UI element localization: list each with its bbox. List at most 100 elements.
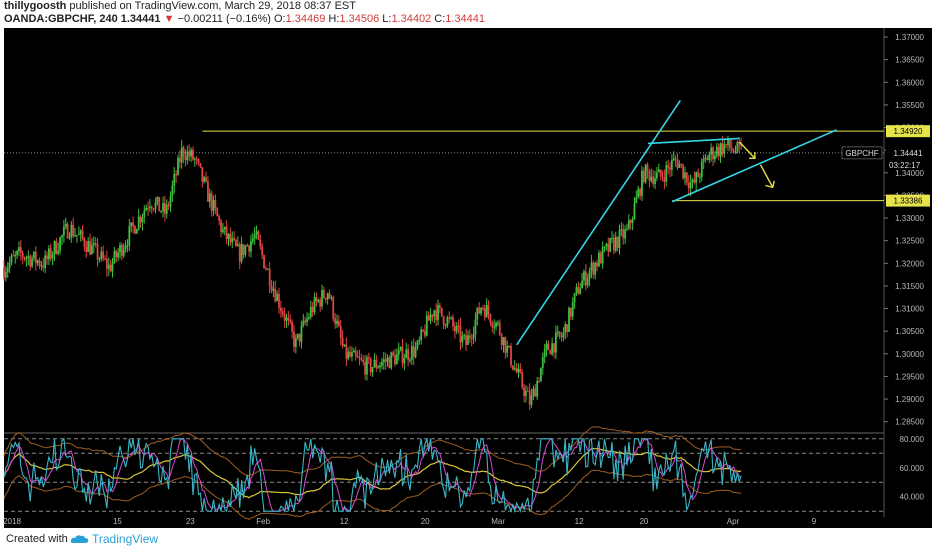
candle-body: [210, 193, 213, 211]
candle-body: [178, 157, 181, 163]
candle-body: [483, 307, 486, 318]
candle-body: [577, 286, 580, 294]
candle-body: [171, 185, 174, 197]
candle-body: [691, 179, 694, 183]
chart-canvas[interactable]: 1.370001.365001.360001.355001.350001.345…: [0, 24, 932, 528]
candle-body: [629, 220, 632, 224]
candle-body: [571, 302, 574, 317]
candle-body: [31, 258, 33, 267]
price-tick-label: 1.28500: [895, 418, 924, 427]
candle-body: [354, 350, 357, 356]
candle-body: [137, 216, 140, 230]
candle-body: [648, 171, 651, 181]
candle-body: [152, 208, 155, 210]
candle-body: [704, 157, 707, 159]
candle-body: [384, 359, 387, 362]
candle-body: [165, 204, 168, 214]
candle-body: [296, 333, 299, 339]
trendline-flag-top[interactable]: [647, 137, 740, 145]
time-axis[interactable]: [4, 517, 932, 528]
candle-body: [19, 247, 22, 254]
candle-body: [472, 334, 475, 339]
close-value: 1.34441: [445, 13, 486, 25]
candle-body: [122, 249, 125, 256]
candle-body: [293, 331, 295, 347]
candle-body: [23, 257, 26, 260]
candle-body: [622, 229, 625, 239]
candle-body: [381, 362, 383, 366]
candle-body: [25, 257, 28, 260]
price-pane[interactable]: [4, 28, 884, 433]
candle-body: [644, 164, 647, 182]
author-name[interactable]: thillygoosth: [4, 0, 67, 12]
symbol-name: OANDA:GBPCHF, 240: [4, 13, 118, 25]
candle-body: [425, 315, 428, 336]
price-tick-label: 1.29500: [895, 372, 924, 381]
symbol-line: OANDA:GBPCHF, 240 1.34441 ▼ −0.00211 (−0…: [4, 13, 485, 25]
price-axis[interactable]: [884, 28, 932, 517]
low-label: L:: [382, 13, 392, 25]
time-tick-label: 20: [421, 517, 430, 526]
candle-body: [141, 217, 144, 223]
candle-body: [364, 361, 366, 375]
candle-body: [343, 344, 346, 347]
candle-body: [111, 262, 114, 272]
candle-body: [395, 354, 398, 365]
candle-body: [543, 349, 546, 358]
candle-body: [167, 204, 170, 207]
candle-body: [257, 231, 260, 240]
candle-body: [47, 248, 50, 260]
candle-body: [452, 317, 454, 327]
candle-body: [227, 233, 230, 239]
candle-body: [42, 265, 45, 268]
candle-body: [77, 233, 80, 235]
candle-body: [669, 167, 671, 170]
candle-body: [496, 322, 499, 324]
candle-body: [521, 372, 524, 388]
candle-body: [115, 250, 118, 258]
candle-body: [641, 170, 643, 196]
candle-body: [697, 172, 699, 178]
candle-body: [38, 260, 41, 266]
tradingview-brand[interactable]: TradingView: [92, 532, 159, 546]
trendline-up-channel[interactable]: [516, 99, 682, 346]
candle-body: [575, 286, 578, 294]
candle-body: [315, 297, 318, 302]
candle-body: [83, 238, 86, 247]
time-tick-label: Apr: [727, 517, 740, 526]
candle-body: [270, 286, 273, 291]
candle-body: [407, 349, 409, 360]
candle-body: [579, 288, 582, 294]
price-tick-label: 1.30500: [895, 327, 924, 336]
candle-body: [193, 158, 196, 160]
candle-body: [545, 343, 548, 350]
candle-body: [708, 154, 711, 161]
candle-body: [612, 237, 615, 251]
time-tick-label: Feb: [256, 517, 270, 526]
candle-body: [212, 199, 215, 211]
published-info: published on TradingView.com, March 29, …: [69, 0, 356, 12]
candle-body: [609, 238, 612, 252]
candle-body: [553, 343, 555, 353]
candle-body: [450, 317, 453, 319]
candle-body: [470, 338, 473, 340]
candle-body: [468, 335, 471, 339]
candle-body: [6, 267, 9, 272]
candle-body: [294, 338, 297, 347]
candle-body: [397, 349, 400, 355]
candle-body: [253, 234, 256, 239]
candle-body: [517, 368, 520, 373]
candle-body: [377, 367, 380, 369]
trendline-flag-bottom[interactable]: [671, 129, 838, 203]
candle-body: [493, 327, 496, 329]
support-price-label-box: [886, 194, 930, 207]
candle-body: [455, 325, 458, 332]
candle-body: [467, 335, 469, 345]
candle-body: [109, 264, 112, 272]
candle-body: [536, 380, 539, 397]
candle-body: [674, 158, 677, 160]
candle-body: [134, 226, 136, 234]
candle-body: [689, 182, 692, 189]
candle-body: [119, 245, 121, 253]
candle-body: [390, 352, 393, 369]
